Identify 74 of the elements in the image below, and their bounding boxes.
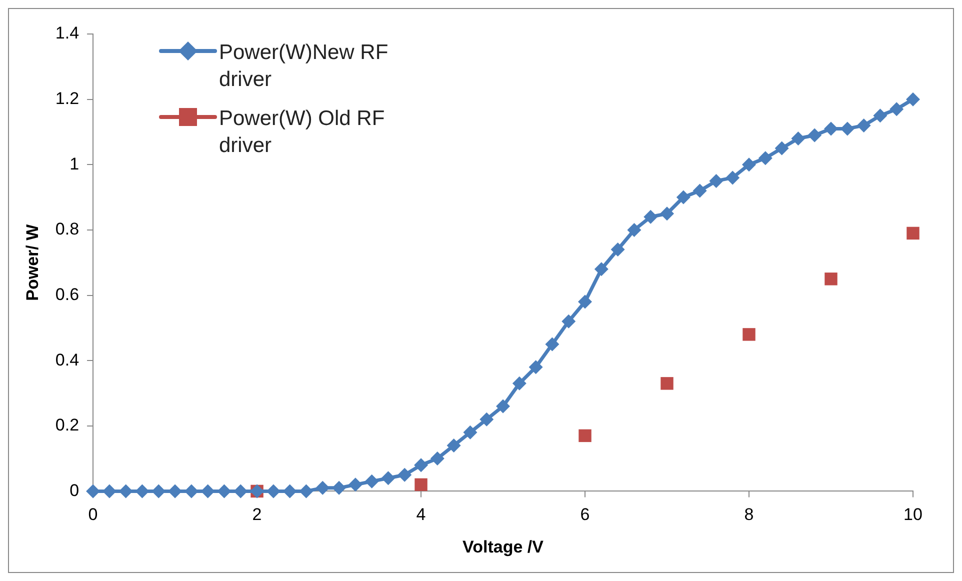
point xyxy=(528,360,543,374)
point xyxy=(808,128,822,142)
point xyxy=(824,272,838,286)
point xyxy=(742,328,756,341)
y-tick-label: 1.4 xyxy=(55,24,80,43)
point xyxy=(562,314,576,328)
point xyxy=(709,174,724,188)
y-tick-label: 0 xyxy=(70,480,80,500)
point xyxy=(234,484,248,498)
y-tick-label: 0.2 xyxy=(55,416,80,435)
point xyxy=(660,377,674,390)
point xyxy=(594,262,608,276)
point xyxy=(200,484,215,498)
y-tick-label: 0.4 xyxy=(55,350,80,370)
point xyxy=(480,412,494,426)
point xyxy=(316,480,330,495)
point xyxy=(726,170,740,185)
point xyxy=(135,484,150,498)
x-axis-title: Voltage /V xyxy=(462,537,544,556)
point xyxy=(824,122,838,136)
point xyxy=(578,294,592,309)
point xyxy=(414,458,428,472)
x-tick-label: 2 xyxy=(252,505,262,524)
point xyxy=(742,158,756,172)
x-tick-label: 0 xyxy=(88,505,98,524)
point xyxy=(364,474,379,488)
point xyxy=(332,480,346,495)
y-tick-label: 1 xyxy=(70,154,80,174)
point xyxy=(644,210,658,224)
point xyxy=(266,484,280,498)
point xyxy=(840,122,854,136)
point xyxy=(627,222,642,237)
point xyxy=(774,141,789,156)
y-tick-label: 0.6 xyxy=(55,284,80,304)
point xyxy=(610,242,625,257)
point xyxy=(692,184,707,198)
point xyxy=(856,118,871,132)
point xyxy=(118,484,133,498)
point xyxy=(430,452,444,466)
x-tick-label: 8 xyxy=(744,505,754,524)
point xyxy=(299,484,314,498)
point xyxy=(890,102,904,116)
point xyxy=(381,471,396,486)
point xyxy=(348,478,362,492)
point xyxy=(906,226,920,240)
point xyxy=(102,484,116,498)
point xyxy=(463,425,478,440)
x-tick-label: 10 xyxy=(904,505,922,524)
point xyxy=(217,484,232,498)
point xyxy=(545,337,560,352)
y-tick-label: 0.8 xyxy=(55,220,80,239)
point xyxy=(168,484,182,498)
point xyxy=(578,429,592,442)
legend-label: Power(W)New RF driver xyxy=(219,40,389,93)
y-axis-title: Power/ W xyxy=(22,223,42,301)
point xyxy=(414,478,428,492)
point xyxy=(152,484,166,498)
point xyxy=(758,151,772,166)
point xyxy=(512,376,526,390)
y-tick-label: 1.2 xyxy=(55,89,80,108)
point xyxy=(660,206,674,221)
point xyxy=(791,132,806,146)
point xyxy=(496,399,510,414)
x-tick-label: 6 xyxy=(580,505,590,524)
point xyxy=(282,484,297,498)
point xyxy=(906,92,920,106)
point xyxy=(676,190,690,204)
x-tick-label: 4 xyxy=(416,505,426,524)
legend-label: Power(W) Old RF driver xyxy=(219,106,386,159)
point xyxy=(184,484,198,498)
point xyxy=(398,468,412,482)
point xyxy=(86,484,100,498)
point xyxy=(446,438,461,452)
point xyxy=(873,108,888,123)
